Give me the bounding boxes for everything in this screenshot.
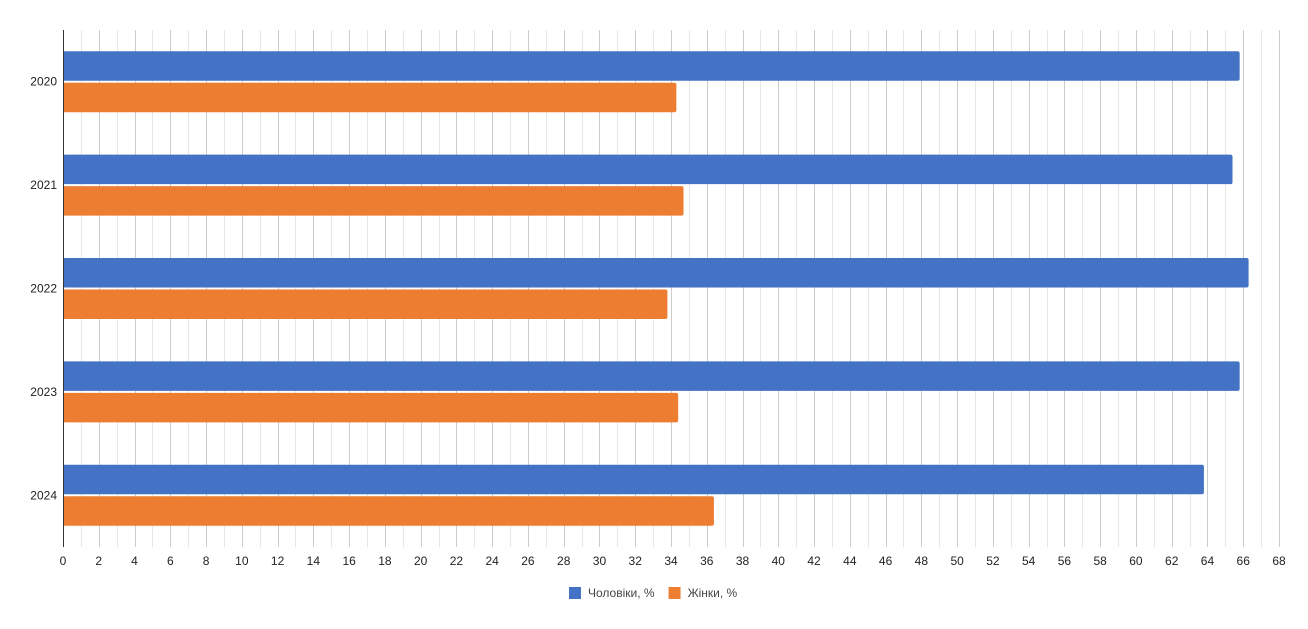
- x-tick-label: 36: [700, 554, 714, 568]
- x-tick-label: 20: [414, 554, 428, 568]
- x-tick-label: 64: [1201, 554, 1215, 568]
- x-tick-label: 66: [1237, 554, 1251, 568]
- bar-men-2024: [63, 464, 1204, 495]
- bar-women-2022: [63, 289, 668, 319]
- x-tick-label: 50: [950, 554, 964, 568]
- x-tick-label: 12: [271, 554, 285, 568]
- x-tick-label: 16: [342, 554, 356, 568]
- x-tick-label: 56: [1058, 554, 1072, 568]
- gridlines: [81, 30, 1280, 547]
- legend: Чоловіки, % Жінки, %: [569, 586, 738, 600]
- x-tick-label: 58: [1093, 554, 1107, 568]
- x-tick-label: 54: [1022, 554, 1036, 568]
- x-tick-label: 38: [736, 554, 750, 568]
- x-tick-label: 34: [664, 554, 678, 568]
- category-label: 2021: [30, 178, 57, 192]
- x-tick-label: 6: [167, 554, 174, 568]
- x-axis-ticks: 0 2 4 6 8 10 12 14 16 18 20 22 24 26 28 30 32 34 36 38 40 42 4…: [60, 554, 1286, 568]
- category-label: 2023: [30, 385, 57, 399]
- x-tick-label: 46: [879, 554, 893, 568]
- legend-swatch-men: [569, 587, 581, 599]
- y-axis-categories: 2020 2021 2022 2023 2024: [30, 75, 57, 503]
- x-tick-label: 26: [521, 554, 535, 568]
- x-tick-label: 30: [593, 554, 607, 568]
- x-tick-label: 8: [203, 554, 210, 568]
- legend-label-men: Чоловіки, %: [588, 586, 655, 600]
- x-tick-label: 10: [235, 554, 249, 568]
- category-label: 2024: [30, 488, 57, 502]
- x-tick-label: 28: [557, 554, 571, 568]
- legend-label-women: Жінки, %: [688, 586, 738, 600]
- x-tick-label: 22: [450, 554, 464, 568]
- bar-men-2023: [63, 361, 1240, 391]
- bar-women-2021: [63, 186, 684, 216]
- x-tick-label: 52: [986, 554, 1000, 568]
- x-tick-label: 68: [1272, 554, 1286, 568]
- category-label: 2022: [30, 282, 57, 296]
- x-tick-label: 14: [307, 554, 321, 568]
- bar-men-2020: [63, 51, 1240, 81]
- bar-men-2021: [63, 154, 1233, 185]
- x-tick-label: 4: [131, 554, 138, 568]
- x-tick-label: 42: [807, 554, 821, 568]
- x-tick-label: 48: [915, 554, 929, 568]
- x-tick-label: 2: [95, 554, 102, 568]
- bar-women-2023: [63, 392, 679, 423]
- x-tick-label: 60: [1129, 554, 1143, 568]
- x-tick-label: 18: [378, 554, 392, 568]
- bar-women-2024: [63, 496, 714, 526]
- bars: [63, 51, 1249, 526]
- legend-swatch-women: [668, 587, 681, 599]
- bar-men-2022: [63, 258, 1249, 288]
- x-tick-label: 32: [629, 554, 643, 568]
- x-tick-label: 0: [60, 554, 67, 568]
- x-tick-label: 24: [485, 554, 499, 568]
- bar-women-2020: [63, 82, 677, 113]
- x-tick-label: 62: [1165, 554, 1179, 568]
- category-label: 2020: [30, 75, 57, 89]
- x-tick-label: 40: [772, 554, 786, 568]
- x-tick-label: 44: [843, 554, 857, 568]
